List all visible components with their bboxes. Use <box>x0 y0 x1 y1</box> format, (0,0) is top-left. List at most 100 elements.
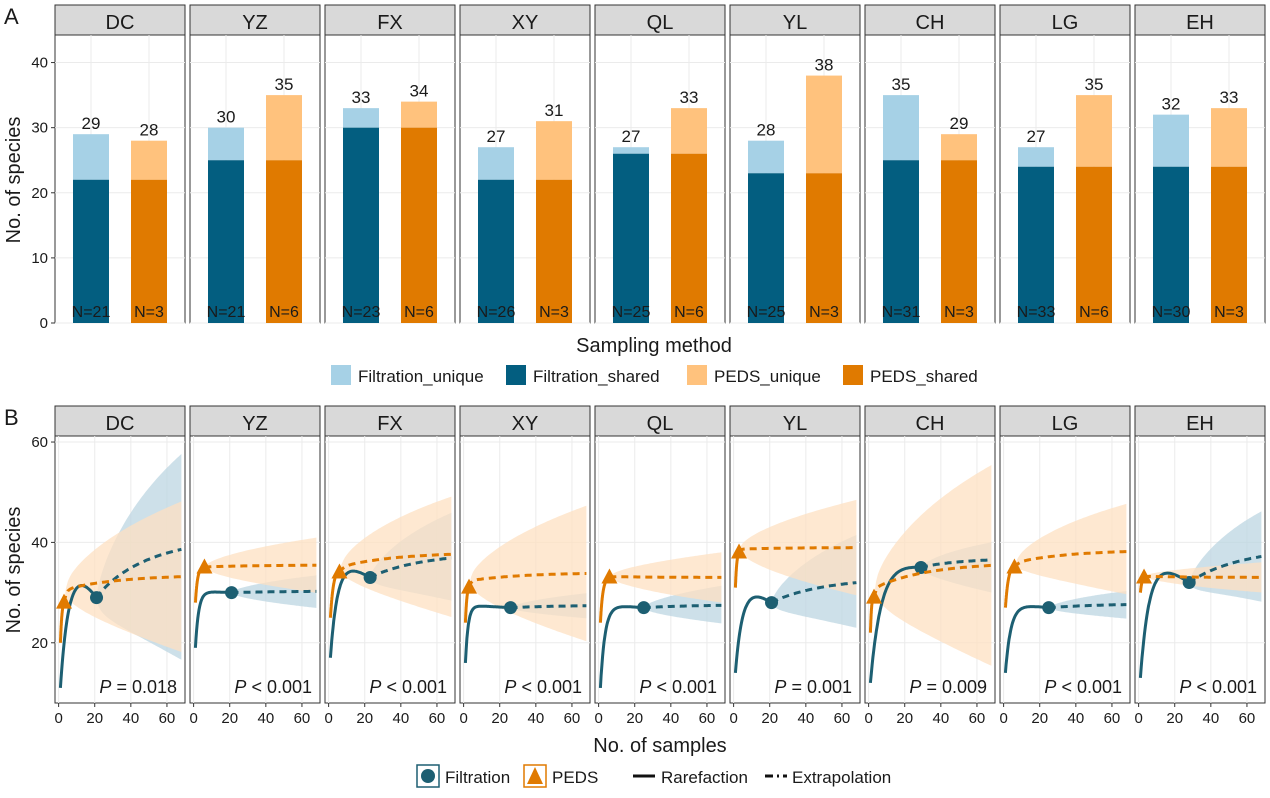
bar-chart-panel-a: DC29N=2128N=3010203040YZ30N=2135N=6FX33N… <box>3 4 1266 386</box>
filtration-observed-point <box>363 571 377 585</box>
p-operator: < <box>251 677 262 697</box>
peds-confidence-band <box>60 501 182 652</box>
facet-title: YL <box>783 12 807 34</box>
total-label: 33 <box>352 88 371 107</box>
peds-extrapolation-line <box>1013 550 1127 569</box>
peds-shared-bar <box>671 153 707 323</box>
filtration-observed-point <box>1182 576 1196 590</box>
p-operator: = <box>116 677 127 697</box>
panel-letter-a: A <box>4 4 19 29</box>
x-tick-label: 0 <box>324 710 332 727</box>
filtration-shared-bar <box>478 179 514 323</box>
filtration-rarefaction-line <box>598 605 644 688</box>
filtration-extrapolation-line <box>369 556 452 579</box>
facet-title: DC <box>106 12 135 34</box>
legend-label: Extrapolation <box>792 768 891 787</box>
sample-size-label: N=23 <box>342 304 381 321</box>
x-tick-label: 0 <box>999 710 1007 727</box>
peds-shared-bar <box>131 179 167 323</box>
p-operator: < <box>1061 677 1072 697</box>
peds-confidence-band <box>195 537 317 603</box>
peds-observed-point <box>1006 558 1023 574</box>
x-tick-label: 40 <box>257 710 274 727</box>
facet-title: QL <box>647 413 674 435</box>
facet-strip <box>54 405 186 437</box>
legend-label: Filtration <box>445 768 510 787</box>
sample-size-label: N=21 <box>207 304 246 321</box>
p-value-label: P <0.001 <box>369 677 447 697</box>
facet-strip <box>999 4 1131 36</box>
x-tick-label: 60 <box>294 710 311 727</box>
filtration-observed-point <box>504 601 518 615</box>
p-value-label: P <0.001 <box>1044 677 1122 697</box>
facet-title: YZ <box>242 413 268 435</box>
sample-size-label: N=25 <box>612 304 651 321</box>
p-operator: < <box>656 677 667 697</box>
filtration-rarefaction-line <box>733 595 773 674</box>
peds-extrapolation-line <box>338 552 452 574</box>
facet-a-ch: CH 35 N=31 29 N=3 <box>864 4 996 324</box>
filtration-extrapolation-line <box>643 603 722 610</box>
y-axis-title: No. of species <box>3 117 25 244</box>
peds-observed-point <box>196 558 213 574</box>
peds-extrapolation-line <box>62 575 182 603</box>
peds-unique-bar <box>941 134 977 161</box>
p-value-label: P = 0.001 <box>774 677 852 697</box>
peds-unique-bar <box>266 95 302 161</box>
total-label: 28 <box>140 121 159 140</box>
peds-extrapolation-line <box>872 563 992 599</box>
filtration-confidence-band <box>195 575 317 648</box>
p-symbol: P <box>639 677 651 697</box>
peds-shared-bar <box>401 127 437 324</box>
facet-strip <box>999 405 1131 437</box>
legend-label: PEDS_shared <box>870 367 978 386</box>
filtration-rarefaction-line <box>1003 605 1049 674</box>
x-tick-label: 40 <box>1202 710 1219 727</box>
p-operator: < <box>386 677 397 697</box>
facet-a-lg: LG 27 N=33 35 N=6 <box>999 4 1131 324</box>
p-value: 0.001 <box>1212 677 1257 697</box>
facet-strip <box>594 405 726 437</box>
p-value-label: P <0.001 <box>639 677 717 697</box>
filtration-shared-bar <box>1153 166 1189 323</box>
x-tick-label: 40 <box>122 710 139 727</box>
p-value: 0.001 <box>807 677 852 697</box>
total-label: 29 <box>82 114 101 133</box>
x-tick-label: 20 <box>491 710 508 727</box>
p-symbol: P <box>1044 677 1056 697</box>
filtration-rarefaction-line <box>328 569 371 658</box>
facet-title: EH <box>1186 12 1214 34</box>
x-tick-label: 60 <box>969 710 986 727</box>
facet-strip <box>1134 4 1266 36</box>
x-tick-label: 20 <box>356 710 373 727</box>
total-label: 27 <box>622 127 641 146</box>
sample-size-label: N=3 <box>809 304 839 321</box>
x-tick-label: 20 <box>761 710 778 727</box>
total-label: 27 <box>1027 127 1046 146</box>
facet-b-eh: EH P <0.001 0 20 40 60 <box>1134 405 1266 727</box>
filtration-unique-bar <box>208 127 244 161</box>
facet-a-xy: XY 27 N=26 31 N=3 <box>459 4 591 324</box>
p-value: 0.001 <box>672 677 717 697</box>
facet-strip <box>594 4 726 36</box>
total-label: 27 <box>487 127 506 146</box>
facet-title: XY <box>512 12 539 34</box>
facet-strip <box>324 405 456 437</box>
p-operator: < <box>1196 677 1207 697</box>
x-tick-label: 0 <box>864 710 872 727</box>
y-tick-label: 20 <box>31 635 48 652</box>
y-axis-title: No. of species <box>3 507 25 634</box>
p-value-label: P = 0.009 <box>909 677 987 697</box>
peds-unique-bar <box>401 101 437 128</box>
peds-confidence-band <box>735 499 857 596</box>
facet-a-yz: YZ 30 N=21 35 N=6 <box>189 4 321 324</box>
facet-a-ql: QL 27 N=25 33 N=6 <box>594 4 726 324</box>
facet-b-lg: LG P <0.001 0 20 40 60 <box>999 405 1131 727</box>
filtration-shared-bar <box>73 179 109 323</box>
filtration-observed-point <box>637 601 651 615</box>
p-value: 0.018 <box>132 677 177 697</box>
facet-a-yl: YL 28 N=25 38 N=3 <box>729 4 861 324</box>
filtration-confidence-band <box>600 585 722 688</box>
facet-title: EH <box>1186 413 1214 435</box>
x-tick-label: 40 <box>662 710 679 727</box>
